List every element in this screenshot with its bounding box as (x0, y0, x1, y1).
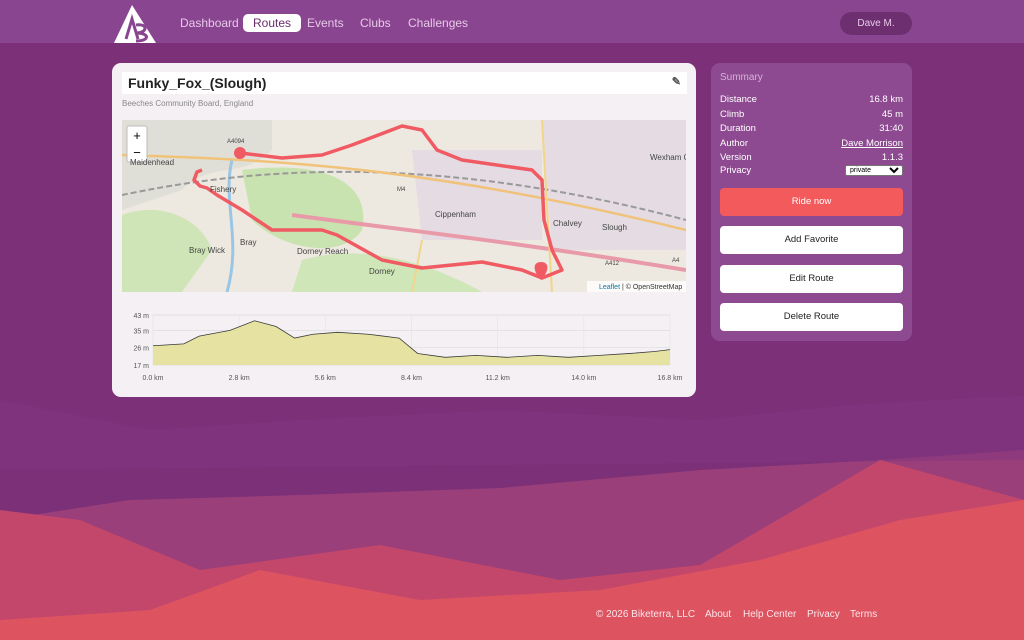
summary-panel: Summary Distance 16.8 km Climb 45 m Duration… (711, 63, 912, 341)
row-value: 45 m (881, 108, 903, 120)
y-tick-label: 35 m (133, 328, 149, 335)
map-label: Cippenham (435, 210, 476, 219)
row-label: Privacy (720, 165, 752, 176)
map-label: Bray Wick (189, 246, 226, 255)
row-label: Duration (720, 123, 756, 134)
row-label: Version (720, 152, 752, 163)
add-favorite-button[interactable]: Add Favorite (720, 226, 903, 254)
edit-icon[interactable]: ✎ (671, 76, 681, 88)
top-nav: Dashboard Routes Events Clubs Challenges… (0, 0, 1024, 43)
elevation-line (152, 320, 671, 358)
footer-link[interactable]: Help Center (743, 609, 797, 620)
row-value: 1.1.3 (881, 152, 903, 163)
y-tick-label: 17 m (133, 363, 149, 370)
route-location: Beeches Community Board, England (122, 99, 254, 108)
row-value: 16.8 km (869, 94, 903, 105)
mountain (0, 500, 1024, 640)
map-label: Chalvey (553, 219, 582, 228)
route-card: Funky_Fox_(Slough) ✎ Beeches Community B… (112, 63, 696, 397)
y-tick-label: 26 m (133, 346, 149, 353)
zoom-in[interactable]: + (133, 128, 141, 143)
elevation-chart: 17 m 26 m 35 m 43 m 0.0 km 2.8 km 5.6 km 8.4 km… (133, 313, 683, 382)
route-title[interactable]: Funky_Fox_(Slough) ✎ (122, 72, 687, 94)
footer-link[interactable]: Privacy (807, 609, 840, 620)
user-menu[interactable]: Dave M. (840, 12, 912, 35)
map-label: Slough (602, 223, 627, 232)
summary-row: Privacy private (720, 165, 903, 178)
attribution-text: | © OpenStreetMap (622, 283, 682, 291)
map[interactable]: + − Leaflet | © OpenStreetMap Maidenhead… (122, 120, 686, 292)
x-tick-label: 0.0 km (142, 375, 163, 382)
route-title-text: Funky_Fox_(Slough) (128, 75, 267, 91)
nav-link-active[interactable]: Routes (243, 14, 302, 32)
map-label: M4 (397, 187, 406, 193)
attribution-link[interactable]: Leaflet (599, 284, 620, 291)
x-tick-label: 2.8 km (229, 375, 250, 382)
summary-row: Duration 31:40 (720, 123, 903, 136)
row-label: Author (720, 137, 748, 149)
row-value: 31:40 (879, 123, 903, 134)
x-tick-label: 8.4 km (401, 375, 422, 382)
map-label: A4094 (227, 139, 245, 145)
map-label: Wexham Co (650, 153, 686, 162)
map-label: A412 (605, 261, 620, 267)
x-tick-label: 11.2 km (485, 375, 510, 382)
footer-link[interactable]: Terms (850, 609, 878, 620)
nav-link[interactable]: Events (307, 16, 344, 30)
logo[interactable] (112, 3, 158, 43)
row-label: Distance (720, 94, 757, 105)
summary-title: Summary (720, 72, 763, 83)
summary-row: Climb 45 m (720, 109, 903, 122)
ride-now-button[interactable]: Ride now (720, 188, 903, 216)
x-tick-label: 5.6 km (315, 375, 336, 382)
map-label: A4 (672, 258, 680, 264)
area-fill (153, 320, 670, 365)
summary-row: Distance 16.8 km (720, 94, 903, 107)
map-label: Dorney (369, 267, 395, 276)
zoom-out[interactable]: − (133, 145, 141, 160)
privacy-select[interactable]: private (845, 165, 903, 176)
x-tick-label: 14.0 km (571, 375, 596, 382)
row-label: Climb (720, 108, 745, 120)
x-tick-label: 16.8 km (658, 375, 683, 382)
map-label: Dorney Reach (297, 247, 348, 256)
summary-row: Author Dave Morrison (720, 138, 903, 151)
copyright: © 2026 Biketerra, LLC (596, 609, 696, 620)
nav-link[interactable]: Clubs (360, 16, 391, 30)
nav-link[interactable]: Dashboard (180, 16, 239, 30)
edit-route-button[interactable]: Edit Route (720, 265, 903, 293)
delete-route-button[interactable]: Delete Route (720, 303, 903, 331)
map-label: Maidenhead (130, 158, 174, 167)
map-label: Fishery (210, 185, 236, 194)
y-tick-label: 43 m (133, 313, 149, 320)
nav-link[interactable]: Challenges (408, 16, 469, 30)
footer-link[interactable]: About (705, 609, 732, 620)
map-label: Bray (240, 238, 256, 247)
author-link[interactable]: Dave Morrison (841, 137, 903, 149)
summary-row: Version 1.1.3 (720, 152, 903, 165)
mountain (0, 396, 1024, 470)
